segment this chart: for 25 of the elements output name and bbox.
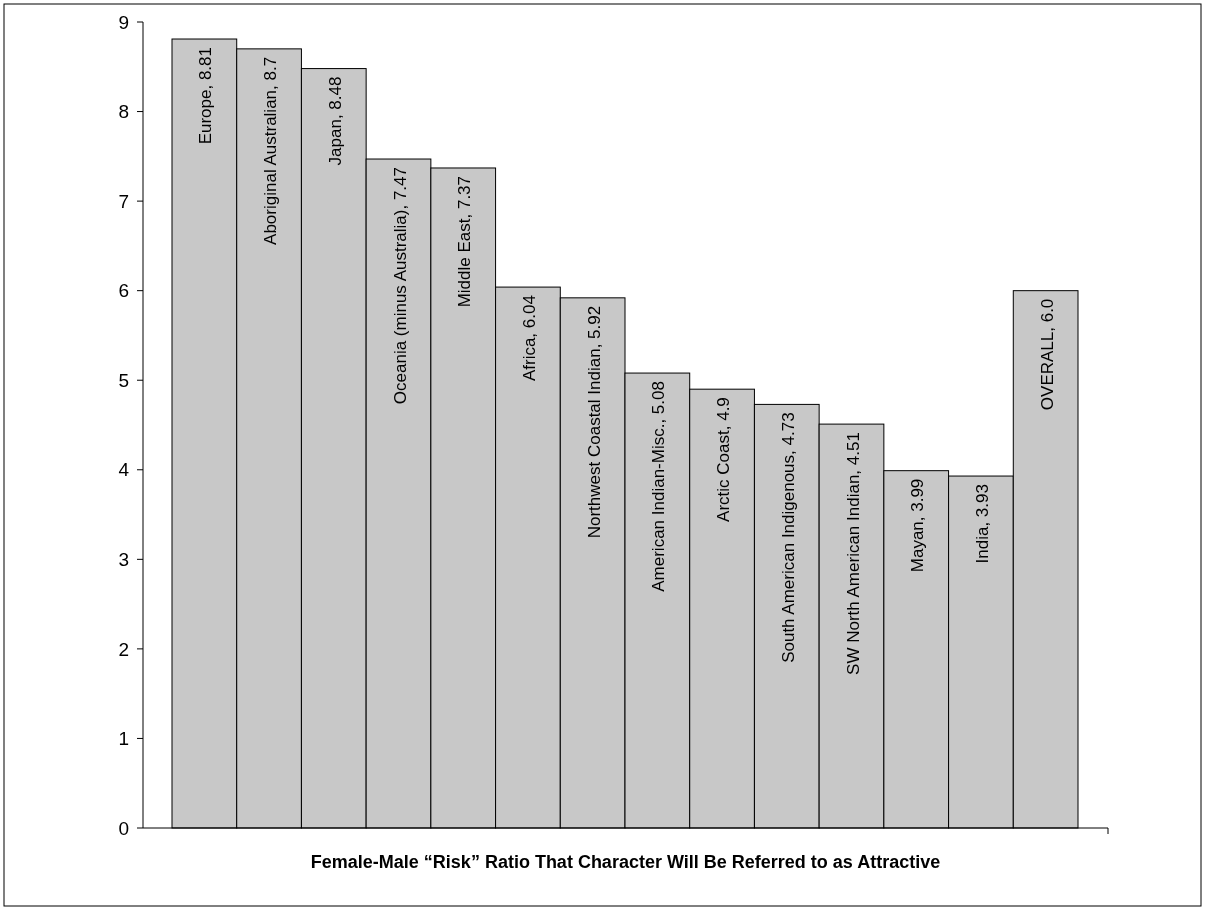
x-tick-label: American Indian-Misc., 5.08 — [649, 381, 669, 592]
y-tick-label: 7 — [118, 190, 129, 212]
x-tick-label: Japan, 8.48 — [325, 76, 345, 166]
x-tick-label: Europe, 8.81 — [196, 47, 216, 145]
x-tick-label: Middle East, 7.37 — [455, 175, 475, 308]
x-tick-label: SW North American Indian, 4.51 — [843, 432, 863, 675]
x-axis-title: Female-Male “Risk” Ratio That Character Will Be Referred to as Attractive — [310, 852, 941, 872]
y-tick-label: 8 — [118, 101, 129, 123]
y-tick-label: 4 — [118, 459, 130, 481]
x-tick-label: South American Indigenous, 4.73 — [778, 412, 798, 663]
x-tick-label: Arctic Coast, 4.9 — [714, 397, 734, 522]
y-tick-label: 9 — [118, 11, 129, 33]
y-tick-label: 0 — [118, 817, 129, 839]
y-tick-label: 1 — [118, 728, 129, 750]
x-tick-label: Aboriginal Australian, 8.7 — [261, 56, 281, 245]
x-tick-label: India, 3.93 — [972, 484, 992, 564]
y-tick-label: 2 — [118, 638, 129, 660]
x-tick-label: Africa, 6.04 — [519, 295, 539, 382]
y-tick-label: 3 — [118, 548, 129, 570]
x-tick-label: Northwest Coastal Indian, 5.92 — [584, 305, 604, 539]
x-tick-label: Oceania (minus Australia), 7.47 — [390, 167, 410, 405]
y-tick-label: 5 — [118, 369, 129, 391]
y-tick-label: 6 — [118, 280, 129, 302]
x-tick-label: OVERALL, 6.0 — [1037, 298, 1057, 411]
x-tick-label: Mayan, 3.99 — [908, 478, 928, 573]
